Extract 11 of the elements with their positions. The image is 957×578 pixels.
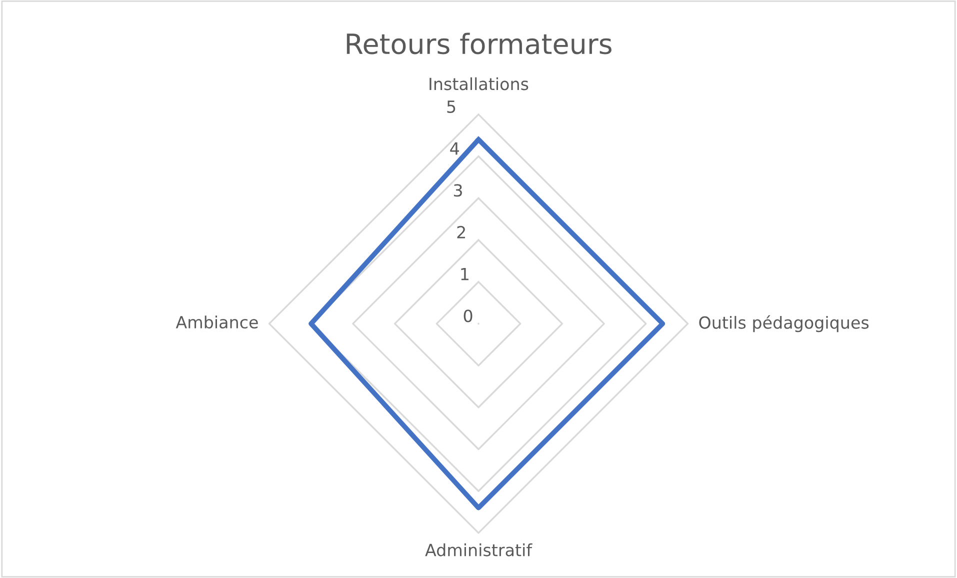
spoke-label: Installations (430, 77, 528, 90)
y-tick-label: 1 (461, 268, 468, 280)
spoke-label: Ambiance (176, 316, 258, 329)
spoke-label: Outils pédagogiques (699, 315, 869, 332)
chart-title: Retours formateurs (346, 32, 612, 54)
y-tick-label: 3 (454, 184, 462, 197)
spoke-label: Administratif (425, 543, 532, 556)
y-tick-label: 2 (457, 226, 465, 238)
y-tick-label: 4 (450, 142, 460, 155)
y-tick-label: 5 (447, 100, 456, 113)
y-tick-label: 0 (464, 310, 472, 322)
